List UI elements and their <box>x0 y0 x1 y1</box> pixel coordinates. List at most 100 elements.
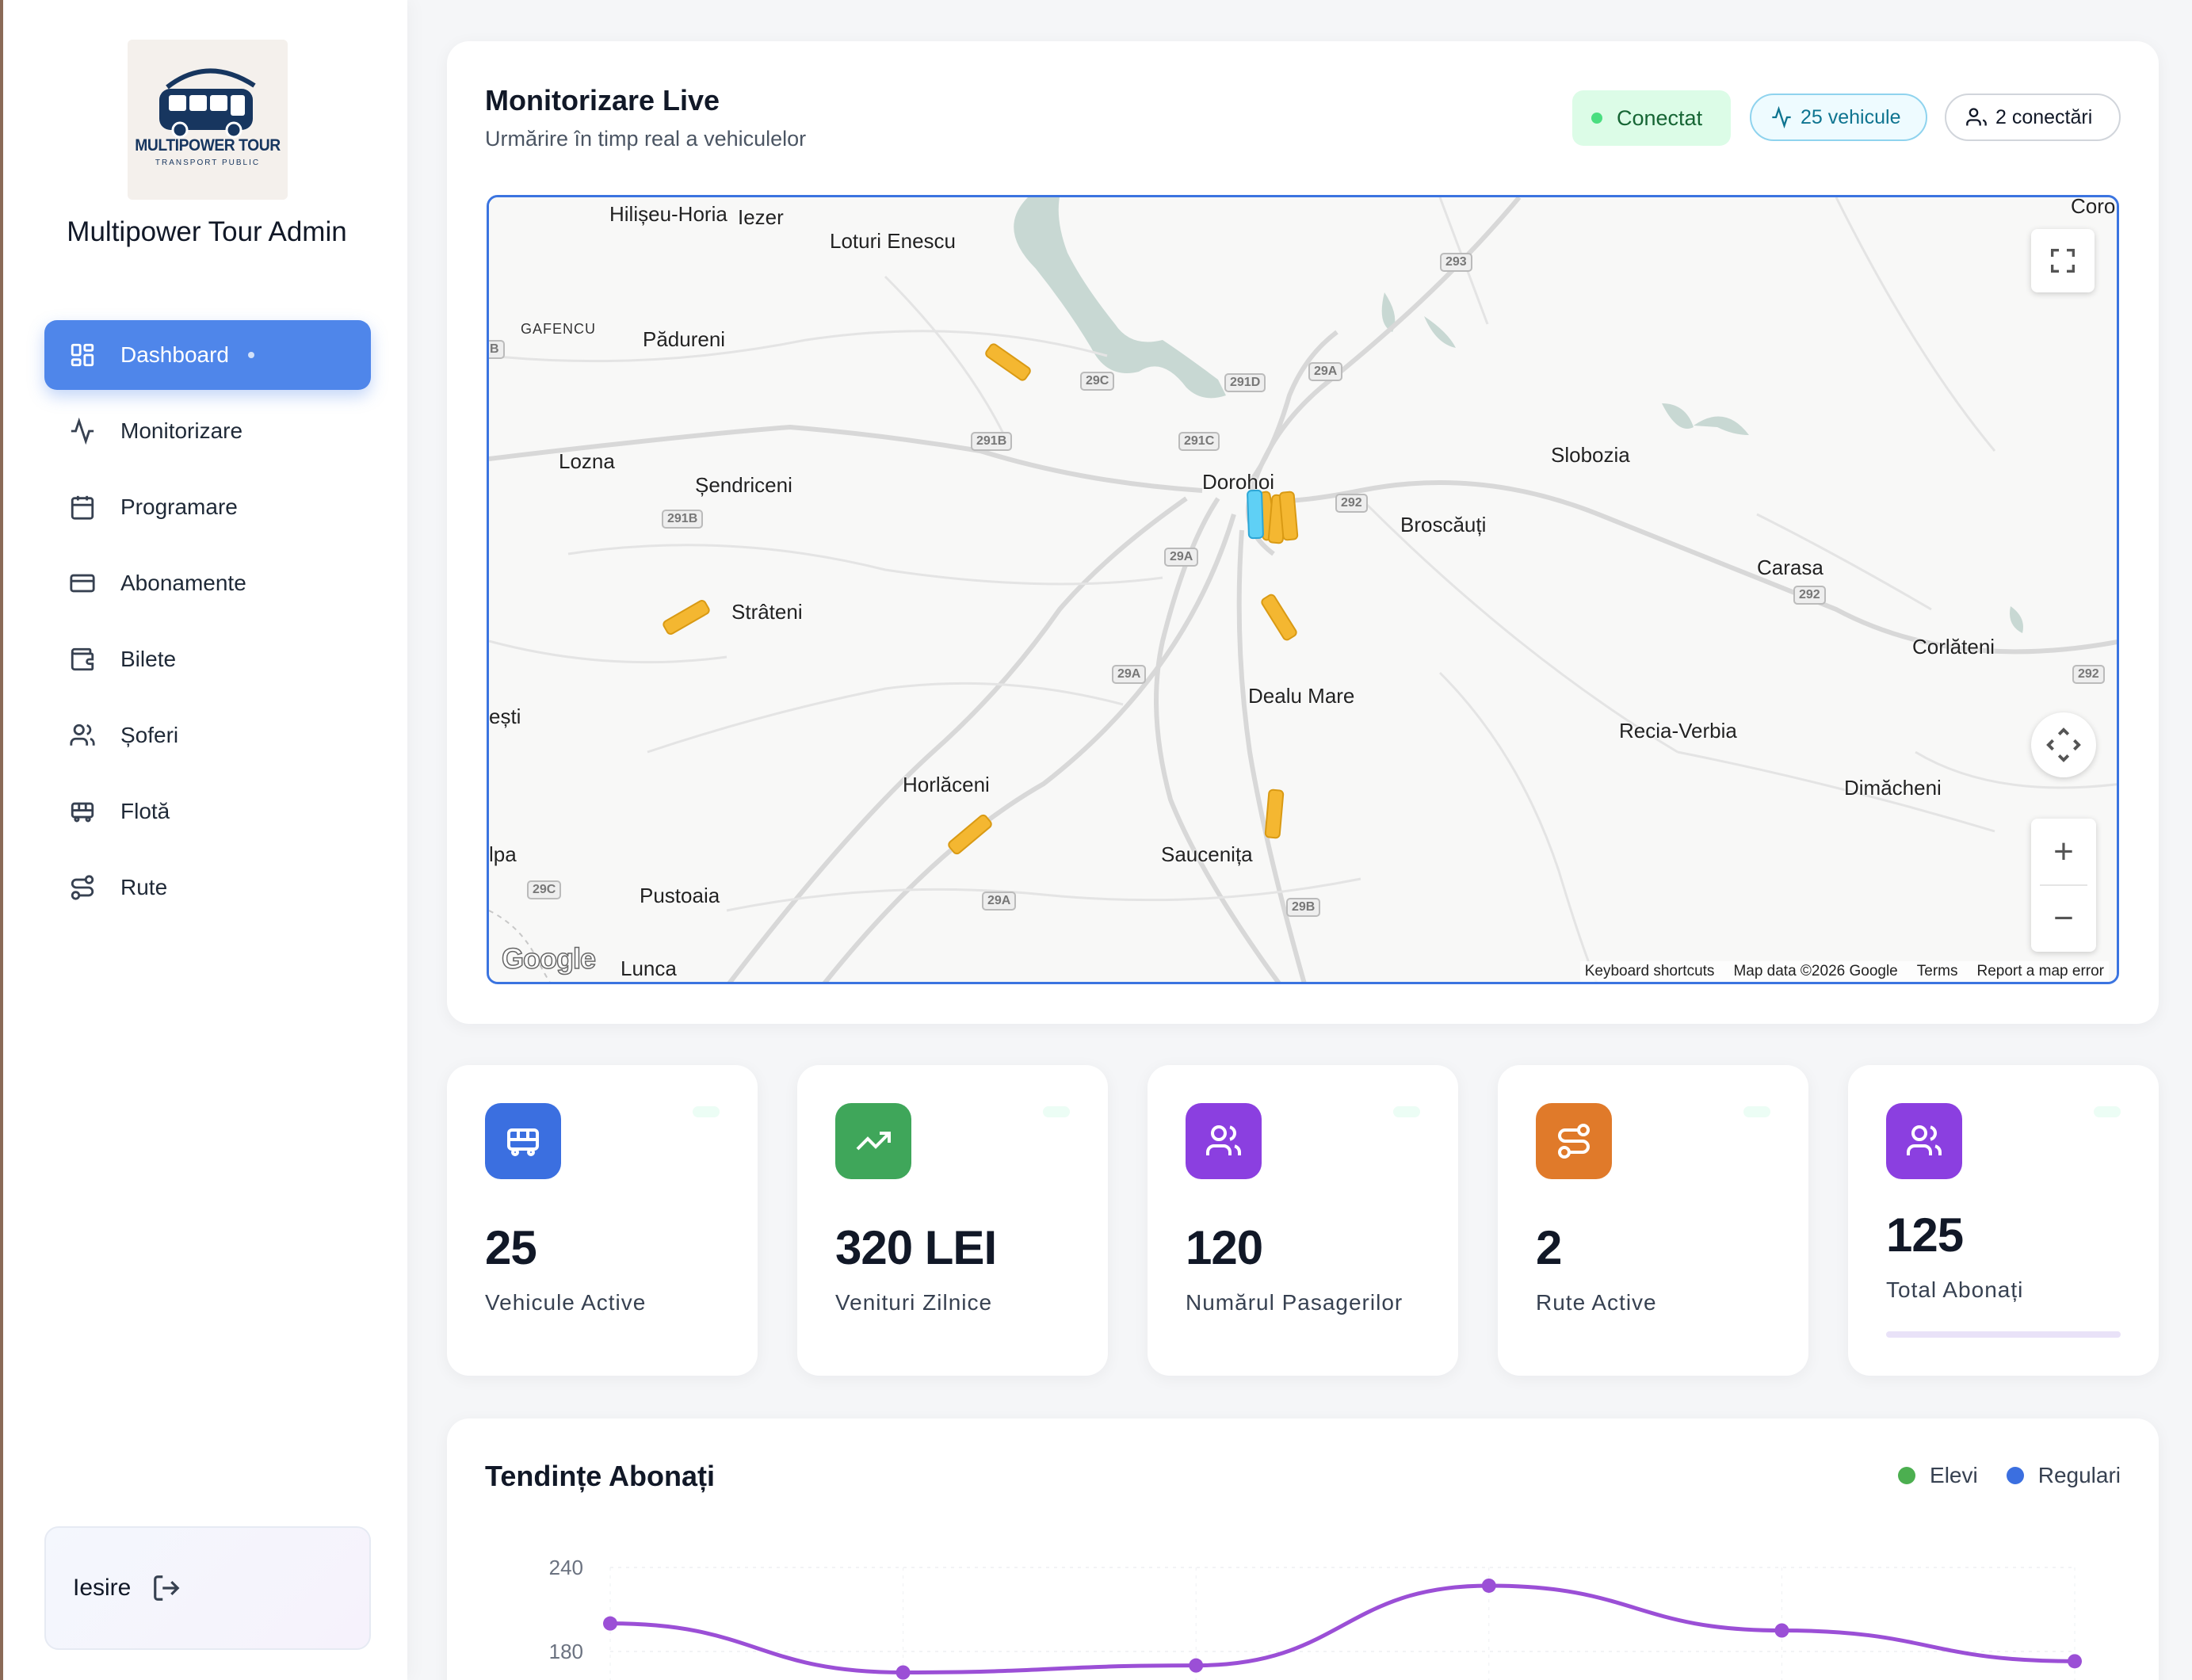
zoom-divider <box>2040 884 2087 886</box>
trend-indicator <box>1743 1106 1770 1117</box>
logout-button[interactable]: Iesire <box>44 1526 371 1650</box>
stat-label: Venituri Zilnice <box>835 1290 993 1315</box>
report-error-link[interactable]: Report a map error <box>1976 963 2104 979</box>
road-shield: 29C <box>1080 372 1115 391</box>
connection-status-badge: Conectat <box>1572 90 1731 146</box>
fullscreen-button[interactable] <box>2031 229 2095 292</box>
subscriber-trends-card: Tendințe Abonați Elevi Regulari 240 180 <box>447 1418 2159 1680</box>
sidebar-item-label: Șoferi <box>120 723 179 747</box>
monitoring-title: Monitorizare Live <box>485 84 720 116</box>
map-base-layer <box>489 197 2117 982</box>
map-place-label: Șendriceni <box>695 473 792 497</box>
data-point[interactable] <box>1189 1658 1204 1673</box>
monitoring-subtitle: Urmărire în timp real a vehiculelor <box>485 127 807 151</box>
road-shield: 29A <box>1164 548 1199 567</box>
card-icon <box>68 569 97 598</box>
sidebar-item-flota[interactable]: Flotă <box>44 777 371 846</box>
sidebar-item-abonamente[interactable]: Abonamente <box>44 548 371 618</box>
route-icon <box>68 873 97 902</box>
stat-value: 125 <box>1886 1208 1964 1262</box>
data-point[interactable] <box>1774 1623 1789 1638</box>
stat-card-routes: 2 Rute Active <box>1498 1065 1808 1376</box>
data-point[interactable] <box>603 1616 617 1631</box>
logo-subtitle: TRANSPORT PUBLIC <box>155 158 261 167</box>
pan-control-button[interactable] <box>2031 712 2096 777</box>
legend-dot <box>1898 1467 1916 1484</box>
y-tick-label: 240 <box>549 1556 583 1579</box>
map-place-label: Coro <box>2071 195 2116 218</box>
legend-label: Regulari <box>2037 1463 2121 1487</box>
map-place-label: Pustoaia <box>640 884 720 907</box>
sidebar-item-soferi[interactable]: Șoferi <box>44 701 371 770</box>
road-shield: 29B <box>1286 898 1321 917</box>
trending-up-icon <box>835 1103 911 1179</box>
legend-item-elevi[interactable]: Elevi <box>1898 1463 1978 1488</box>
sidebar-item-label: Programare <box>120 494 238 519</box>
map-place-label: Loturi Enescu <box>830 229 956 253</box>
trend-indicator <box>693 1106 720 1117</box>
logout-icon <box>151 1573 181 1603</box>
map-provider-logo: Google <box>501 941 597 976</box>
route-icon <box>1536 1103 1612 1179</box>
map-place-label: Carasa <box>1757 556 1823 579</box>
stat-label: Vehicule Active <box>485 1290 647 1315</box>
connections-count-badge: 2 conectări <box>1945 94 2121 141</box>
map-place-label: Lunca <box>621 956 677 980</box>
trend-title: Tendințe Abonați <box>485 1460 715 1492</box>
status-dot <box>1591 113 1602 124</box>
series-line <box>609 1583 2076 1675</box>
connections-count-label: 2 conectări <box>1995 105 2093 128</box>
trend-indicator <box>2094 1106 2121 1117</box>
road-shield: 29A <box>1308 362 1343 381</box>
terms-link[interactable]: Terms <box>1916 963 1958 979</box>
sidebar-item-dashboard[interactable]: Dashboard <box>44 320 371 390</box>
bus-icon <box>485 1103 561 1179</box>
map-place-label: Horlăceni <box>903 773 990 796</box>
sidebar-item-label: Rute <box>120 875 168 899</box>
zoom-in-button[interactable]: + <box>2053 831 2074 871</box>
activity-icon <box>1772 106 1791 128</box>
trend-indicator <box>1393 1106 1420 1117</box>
sidebar-item-monitorizare[interactable]: Monitorizare <box>44 396 371 466</box>
progress-bar <box>1886 1331 2121 1338</box>
road-shield: 291C <box>1178 432 1220 451</box>
live-monitoring-card: Monitorizare Live Urmărire în timp real … <box>447 41 2159 1024</box>
data-point[interactable] <box>2068 1654 2082 1669</box>
map-place-label: Pădureni <box>643 327 726 351</box>
company-logo: MULTIPOWER TOUR TRANSPORT PUBLIC <box>128 40 288 200</box>
stat-label: Numărul Pasagerilor <box>1186 1290 1403 1315</box>
map-place-label: Strâteni <box>731 600 803 624</box>
zoom-out-button[interactable]: − <box>2053 899 2074 938</box>
live-map[interactable]: Hilișeu-Horia Iezer Loturi Enescu GAFENC… <box>487 195 2119 984</box>
map-place-label: Recia-Verbia <box>1619 719 1737 743</box>
stat-value: 2 <box>1536 1221 1562 1274</box>
users-icon <box>1186 1103 1262 1179</box>
vehicle-marker-selected[interactable] <box>1246 489 1265 540</box>
sidebar-item-rute[interactable]: Rute <box>44 853 371 922</box>
data-point[interactable] <box>1481 1578 1496 1593</box>
keyboard-shortcuts-link[interactable]: Keyboard shortcuts <box>1584 963 1715 979</box>
sidebar-item-label: Bilete <box>120 647 177 671</box>
map-place-label: Broscăuți <box>1400 513 1487 536</box>
stat-card-vehicles: 25 Vehicule Active <box>447 1065 758 1376</box>
stat-value: 25 <box>485 1221 537 1274</box>
active-indicator <box>247 352 254 358</box>
road-shield: 292 <box>1793 586 1826 605</box>
connection-status-label: Conectat <box>1617 105 1703 130</box>
legend-item-regulari[interactable]: Regulari <box>2006 1463 2121 1488</box>
users-icon <box>1886 1103 1962 1179</box>
legend-label: Elevi <box>1930 1463 1978 1487</box>
road-shield: 292 <box>1335 494 1368 513</box>
road-shield: 291B <box>971 432 1013 451</box>
stat-card-revenue: 320 LEI Venituri Zilnice <box>797 1065 1108 1376</box>
sidebar-item-bilete[interactable]: Bilete <box>44 624 371 694</box>
logout-label: Iesire <box>73 1575 132 1601</box>
stat-card-passengers: 120 Numărul Pasagerilor <box>1148 1065 1458 1376</box>
data-point[interactable] <box>896 1665 911 1680</box>
bus-icon <box>68 797 97 826</box>
road-shield: 29A <box>1112 665 1147 684</box>
users-icon <box>1966 108 1987 126</box>
dashboard-icon <box>68 341 97 369</box>
app-name: Multipower Tour Admin <box>67 216 347 247</box>
sidebar-item-programare[interactable]: Programare <box>44 472 371 542</box>
